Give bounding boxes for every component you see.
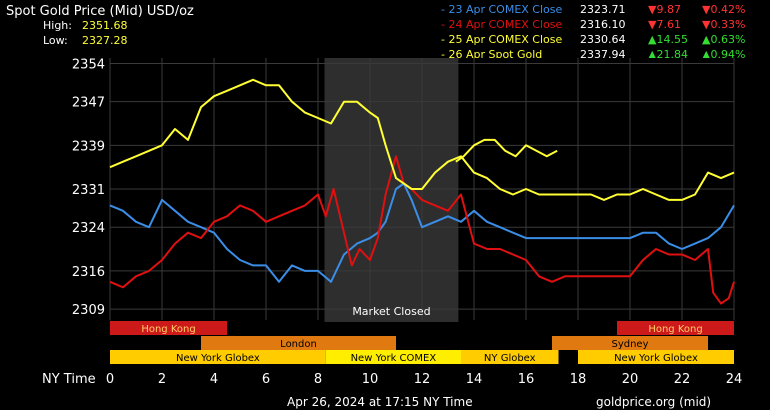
y-tick-label: 2354: [72, 57, 105, 72]
low-value: 2327.28: [82, 34, 128, 47]
legend-label: - 23 Apr COMEX Close: [441, 3, 562, 16]
session-bar: [201, 336, 396, 350]
x-tick-label: 18: [570, 372, 587, 387]
y-tick-label: 2347: [72, 96, 105, 111]
session-label: New York Globex: [614, 353, 698, 364]
session-bar: [110, 350, 326, 364]
low-label: Low:: [43, 34, 68, 47]
legend-pct: ▼0.33%: [702, 18, 745, 31]
session-bar: [461, 350, 559, 364]
session-bar: [110, 321, 227, 335]
y-tick-label: 2339: [72, 139, 105, 154]
legend: - 23 Apr COMEX Close 2323.71 ▼9.87 ▼0.42% - …: [441, 3, 745, 61]
x-tick-label: 4: [210, 372, 218, 387]
legend-change: ▼9.87: [648, 3, 681, 16]
series-line-4: [455, 138, 558, 163]
legend-label: - 24 Apr COMEX Close: [441, 18, 562, 31]
x-tick-label: 14: [466, 372, 483, 387]
legend-price: 2323.71: [580, 3, 626, 16]
y-tick-label: 2316: [72, 265, 105, 280]
legend-change: ▲14.55: [648, 33, 688, 46]
y-tick-label: 2309: [72, 303, 105, 318]
legend-label: - 25 Apr COMEX Close: [441, 33, 562, 46]
footer-timestamp: Apr 26, 2024 at 17:15 NY Time: [287, 395, 473, 409]
x-tick-label: 22: [674, 372, 691, 387]
x-tick-label: 2: [158, 372, 166, 387]
y-tick-label: 2331: [72, 183, 105, 198]
series-line-3: [109, 78, 735, 201]
sessions-layer: Hong Kong Hong Kong London Sydney New York G…: [110, 321, 734, 364]
x-tick-label: 6: [262, 372, 270, 387]
session-bar: [552, 336, 708, 350]
y-tick-label: 2324: [72, 221, 105, 236]
session-label: New York Globex: [176, 353, 260, 364]
session-label: New York COMEX: [351, 353, 437, 364]
legend-price: 2337.94: [580, 48, 626, 61]
legend-price: 2330.64: [580, 33, 626, 46]
x-tick-label: 24: [726, 372, 743, 387]
market-closed-label: Market Closed: [352, 305, 430, 318]
x-tick-label: 20: [622, 372, 639, 387]
legend-label: - 26 Apr Spot Gold: [441, 48, 542, 61]
session-bar: [578, 350, 734, 364]
session-label: Sydney: [611, 339, 648, 350]
legend-price: 2316.10: [580, 18, 626, 31]
legend-pct: ▼0.42%: [702, 3, 745, 16]
x-tick-label: 0: [106, 372, 114, 387]
x-tick-label: 10: [362, 372, 379, 387]
legend-pct: ▲0.63%: [702, 33, 745, 46]
legend-change: ▲21.84: [648, 48, 688, 61]
high-value: 2351.68: [82, 19, 128, 32]
x-tick-label: 16: [518, 372, 535, 387]
session-label: NY Globex: [484, 353, 536, 364]
series-layer: Market Closed: [109, 78, 735, 318]
session-label: Hong Kong: [648, 324, 702, 335]
session-bar: [325, 350, 461, 364]
x-tick-label: 8: [314, 372, 322, 387]
x-axis-label: NY Time: [42, 372, 96, 387]
session-label: Hong Kong: [141, 324, 195, 335]
high-label: High:: [43, 19, 72, 32]
legend-change: ▼7.61: [648, 18, 681, 31]
market-closed-band: [324, 58, 459, 322]
footer-source: goldprice.org (mid): [596, 395, 711, 409]
session-bar: [617, 321, 734, 335]
session-label: London: [280, 339, 317, 350]
series-line-1: [109, 182, 735, 283]
legend-pct: ▲0.94%: [702, 48, 745, 61]
x-tick-label: 12: [414, 372, 431, 387]
chart-title: Spot Gold Price (Mid) USD/oz: [6, 4, 194, 19]
